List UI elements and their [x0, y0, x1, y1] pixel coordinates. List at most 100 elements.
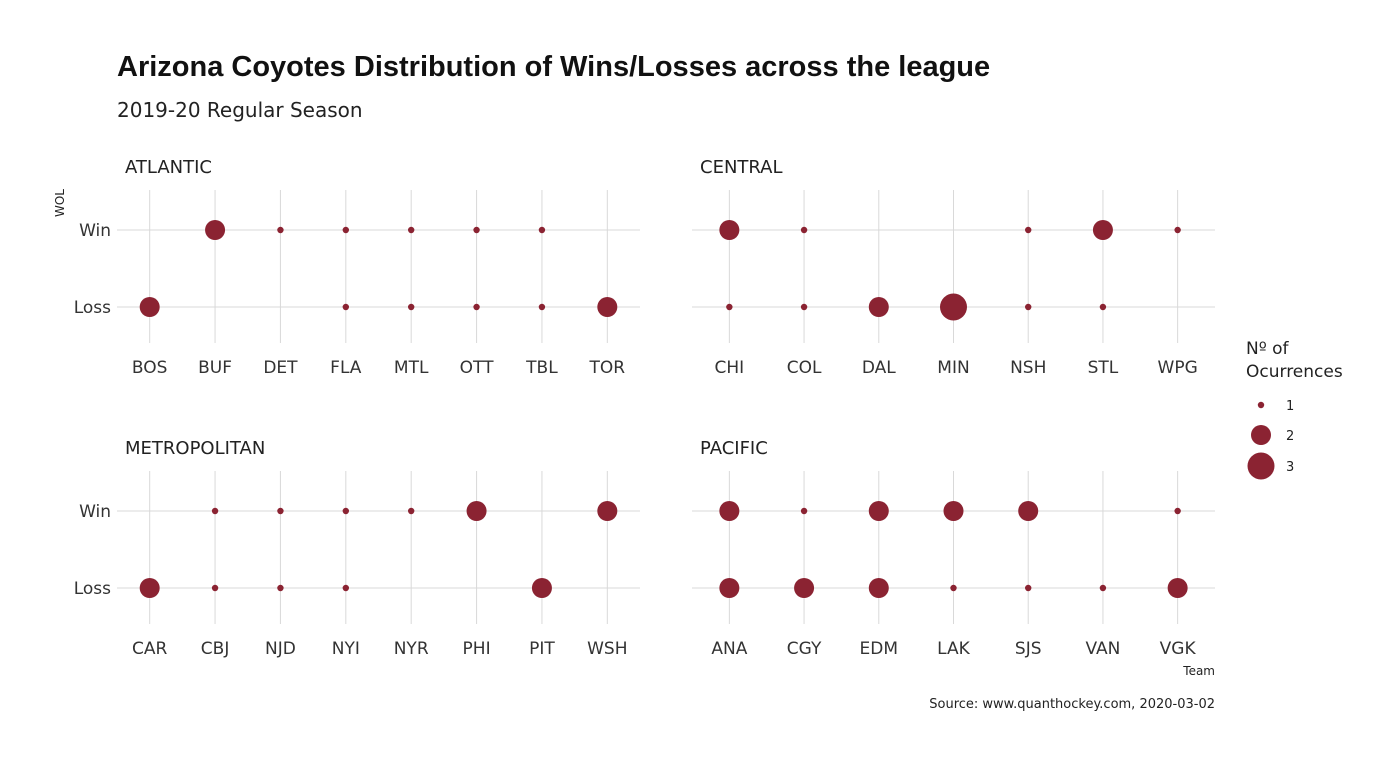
- y-tick-label: Win: [79, 502, 111, 522]
- x-tick-label: CGY: [787, 639, 822, 659]
- data-point: [1099, 584, 1107, 592]
- x-tick-label: VGK: [1160, 639, 1197, 659]
- data-point: [1099, 303, 1107, 311]
- x-tick-label: OTT: [460, 358, 494, 378]
- x-tick-label: NYR: [394, 639, 429, 659]
- data-point: [342, 584, 350, 592]
- facet-panels: ATLANTIC Win Loss BOS BUF DET FLA MTL OTT TBL TOR C…: [74, 157, 1215, 659]
- x-tick-label: SJS: [1015, 639, 1042, 659]
- data-point: [940, 293, 967, 321]
- y-tick-label: Win: [79, 221, 111, 241]
- chart-caption: Source: www.quanthockey.com, 2020-03-02: [929, 697, 1215, 712]
- data-point: [1174, 226, 1181, 234]
- legend-label: 3: [1286, 460, 1294, 475]
- data-point: [473, 303, 480, 311]
- x-tick-label: CBJ: [201, 639, 230, 659]
- data-point: [466, 501, 487, 521]
- data-point: [794, 578, 815, 598]
- data-point: [205, 220, 226, 240]
- data-point: [277, 507, 284, 515]
- x-tick-label: TBL: [525, 358, 558, 378]
- data-point: [407, 303, 415, 311]
- size-legend: Nº of Ocurrences 1 2 3: [1246, 339, 1343, 480]
- data-point: [407, 507, 415, 515]
- data-point: [139, 297, 160, 317]
- x-tick-label: DET: [263, 358, 298, 378]
- x-tick-label: FLA: [330, 358, 362, 378]
- y-axis-title: WOL: [53, 189, 67, 217]
- data-point: [1025, 303, 1032, 311]
- y-tick-label: Loss: [74, 298, 111, 318]
- data-point: [868, 578, 889, 598]
- data-point: [1025, 584, 1032, 592]
- x-tick-label: NJD: [265, 639, 296, 659]
- facet-title: CENTRAL: [700, 157, 783, 178]
- data-point: [538, 226, 546, 234]
- x-tick-label: LAK: [937, 639, 970, 659]
- x-tick-label: DAL: [862, 358, 896, 378]
- legend-key: [1247, 452, 1275, 480]
- data-point: [211, 584, 219, 592]
- data-point: [1174, 507, 1181, 515]
- chart-title: Arizona Coyotes Distribution of Wins/Los…: [117, 51, 990, 83]
- data-point: [719, 220, 740, 240]
- data-point: [800, 507, 808, 515]
- data-point: [531, 578, 552, 598]
- x-tick-label: COL: [787, 358, 822, 378]
- data-point: [473, 226, 480, 234]
- legend-label: 2: [1286, 429, 1294, 444]
- data-point: [1018, 501, 1039, 521]
- data-point: [342, 226, 350, 234]
- data-point: [211, 507, 219, 515]
- data-point: [407, 226, 415, 234]
- data-point: [597, 501, 618, 521]
- data-point: [139, 578, 160, 598]
- legend-key: [1251, 425, 1271, 445]
- x-tick-label: CAR: [132, 639, 167, 659]
- legend-title: Nº of: [1246, 339, 1290, 359]
- x-tick-label: WPG: [1158, 358, 1198, 378]
- data-point: [868, 501, 889, 521]
- facet-title: ATLANTIC: [125, 157, 212, 178]
- x-tick-label: NYI: [332, 639, 360, 659]
- facet-title: PACIFIC: [700, 438, 768, 459]
- facet-atlantic: ATLANTIC Win Loss BOS BUF DET FLA MTL OTT TBL TOR: [74, 157, 640, 378]
- facet-central: CENTRAL CHI COL DAL MIN NSH STL WPG: [692, 157, 1215, 378]
- x-tick-label: MIN: [937, 358, 969, 378]
- data-point: [1092, 220, 1113, 240]
- data-point: [719, 578, 740, 598]
- legend-key: [1257, 401, 1265, 409]
- facet-title: METROPOLITAN: [125, 438, 265, 459]
- x-tick-label: MTL: [394, 358, 429, 378]
- data-point: [800, 226, 808, 234]
- data-point: [1167, 578, 1188, 598]
- facet-metropolitan: METROPOLITAN Win Loss CAR CBJ NJD NYI NYR PHI PIT…: [74, 438, 640, 659]
- data-point: [1025, 226, 1032, 234]
- data-point: [800, 303, 808, 311]
- x-tick-label: TOR: [589, 358, 626, 378]
- x-axis-title: Team: [1182, 664, 1215, 678]
- x-tick-label: PHI: [463, 639, 491, 659]
- facet-pacific: PACIFIC ANA CGY EDM LAK SJS VAN VGK: [692, 438, 1215, 659]
- data-point: [277, 584, 284, 592]
- x-tick-label: ANA: [711, 639, 747, 659]
- data-point: [342, 507, 350, 515]
- data-point: [726, 303, 733, 311]
- data-point: [719, 501, 740, 521]
- data-point: [342, 303, 350, 311]
- x-tick-label: BOS: [132, 358, 168, 378]
- x-tick-label: BUF: [198, 358, 232, 378]
- chart-subtitle: 2019-20 Regular Season: [117, 98, 363, 122]
- legend-label: 1: [1286, 399, 1294, 414]
- data-point: [950, 584, 957, 592]
- data-point: [597, 297, 618, 317]
- x-tick-label: NSH: [1010, 358, 1046, 378]
- x-tick-label: STL: [1088, 358, 1119, 378]
- data-point: [943, 501, 964, 521]
- data-point: [277, 226, 284, 234]
- x-tick-label: CHI: [715, 358, 745, 378]
- y-tick-label: Loss: [74, 579, 111, 599]
- data-point: [538, 303, 546, 311]
- x-tick-label: EDM: [860, 639, 899, 659]
